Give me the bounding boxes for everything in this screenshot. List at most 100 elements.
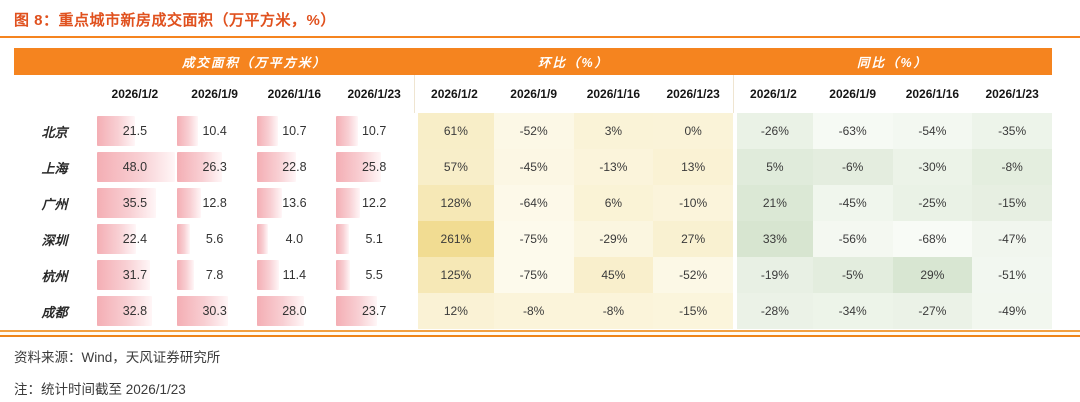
yoy-cell: -5% (812, 257, 893, 293)
area-data-bar (176, 296, 228, 326)
area-cell: 11.4 (254, 257, 335, 293)
table-row: 深圳 22.4 5.6 4.0 5.1 261% -75% -29% 27% 33% -56% -68… (14, 221, 1053, 257)
mom-cell: -10% (653, 185, 734, 221)
mom-cell: 57% (414, 149, 494, 185)
area-cell: 31.7 (95, 257, 175, 293)
area-cell: 4.0 (254, 221, 335, 257)
mom-cell: -13% (573, 149, 654, 185)
yoy-cell: -63% (812, 113, 893, 149)
area-data-bar (97, 224, 137, 254)
yoy-cell: -49% (972, 293, 1053, 329)
yoy-cell: -54% (892, 113, 973, 149)
area-data-bar (176, 116, 198, 146)
area-cell: 21.5 (95, 113, 175, 149)
yoy-cell: 21% (733, 185, 813, 221)
area-cell: 7.8 (174, 257, 255, 293)
area-data-bar (256, 224, 268, 254)
date-header: 2026/1/2 (95, 75, 175, 113)
area-cell: 23.7 (334, 293, 415, 329)
area-data-bar (176, 260, 194, 290)
area-data-bar (256, 296, 305, 326)
area-data-bar (336, 224, 350, 254)
city-label: 成都 (14, 293, 95, 329)
area-data-bar (336, 296, 378, 326)
mom-cell: -45% (493, 149, 574, 185)
date-header: 2026/1/23 (653, 75, 734, 113)
area-data-bar (97, 188, 157, 218)
area-value: 10.4 (202, 124, 227, 138)
date-header: 2026/1/2 (414, 75, 494, 113)
area-cell: 32.8 (95, 293, 175, 329)
mom-cell: -75% (493, 257, 574, 293)
area-value: 26.3 (202, 160, 227, 174)
yoy-cell: -30% (892, 149, 973, 185)
area-data-bar (336, 152, 381, 182)
yoy-cell: -34% (812, 293, 893, 329)
area-cell: 22.4 (95, 221, 175, 257)
note-line: 注：统计时间截至 2026/1/23 (14, 382, 186, 397)
area-value: 5.6 (205, 232, 224, 246)
table-row: 成都 32.8 30.3 28.0 23.7 12% -8% -8% -15% -28% -34% -… (14, 293, 1053, 329)
area-value: 10.7 (282, 124, 307, 138)
area-data-bar (97, 296, 152, 326)
area-cell: 5.1 (334, 221, 415, 257)
area-data-bar (336, 188, 360, 218)
date-header: 2026/1/23 (972, 75, 1053, 113)
area-cell: 5.6 (174, 221, 255, 257)
area-data-bar (97, 116, 135, 146)
mom-cell: -15% (653, 293, 734, 329)
area-value: 13.6 (282, 196, 307, 210)
area-value: 22.8 (282, 160, 307, 174)
title-divider (0, 36, 1080, 38)
mom-cell: -75% (493, 221, 574, 257)
yoy-cell: -19% (733, 257, 813, 293)
area-value: 25.8 (361, 160, 387, 174)
city-label: 杭州 (14, 257, 95, 293)
area-value: 12.2 (361, 196, 387, 210)
area-value: 30.3 (202, 304, 227, 318)
mom-cell: 6% (573, 185, 654, 221)
area-cell: 10.7 (334, 113, 415, 149)
area-cell: 12.8 (174, 185, 255, 221)
table-bottom-divider (0, 330, 1080, 337)
area-value: 28.0 (282, 304, 307, 318)
yoy-cell: -27% (892, 293, 973, 329)
table-row: 杭州 31.7 7.8 11.4 5.5 125% -75% 45% -52% -19% -5% 29… (14, 257, 1053, 293)
area-value: 48.0 (122, 160, 148, 174)
group-header-yoy: 同比（%） (733, 48, 1053, 75)
area-cell: 10.7 (254, 113, 335, 149)
group-header-corner (14, 48, 95, 75)
mom-cell: 125% (414, 257, 494, 293)
area-cell: 35.5 (95, 185, 175, 221)
yoy-cell: 29% (892, 257, 973, 293)
area-data-bar (97, 152, 176, 182)
area-value: 22.4 (122, 232, 148, 246)
yoy-cell: -8% (972, 149, 1053, 185)
table-row: 广州 35.5 12.8 13.6 12.2 128% -64% 6% -10% 21% -45% -… (14, 185, 1053, 221)
yoy-cell: 5% (733, 149, 813, 185)
area-cell: 22.8 (254, 149, 335, 185)
mom-cell: 261% (414, 221, 494, 257)
city-label: 广州 (14, 185, 95, 221)
area-value: 11.4 (282, 268, 307, 282)
area-cell: 5.5 (334, 257, 415, 293)
area-data-bar (336, 260, 350, 290)
yoy-cell: -28% (733, 293, 813, 329)
area-data-bar (256, 116, 278, 146)
area-cell: 30.3 (174, 293, 255, 329)
yoy-cell: -15% (972, 185, 1053, 221)
data-table: 成交面积（万平方米） 环比（%） 同比（%） 2026/1/2 2026/1/9 2… (14, 48, 1053, 329)
mom-cell: -29% (573, 221, 654, 257)
table-row: 北京 21.5 10.4 10.7 10.7 61% -52% 3% 0% -26% -63% -54… (14, 113, 1053, 149)
yoy-cell: -45% (812, 185, 893, 221)
date-header: 2026/1/16 (573, 75, 654, 113)
area-cell: 10.4 (174, 113, 255, 149)
area-value: 4.0 (285, 232, 304, 246)
date-header: 2026/1/9 (493, 75, 574, 113)
yoy-cell: -68% (892, 221, 973, 257)
area-value: 7.8 (205, 268, 224, 282)
area-value: 21.5 (122, 124, 148, 138)
mom-cell: -52% (653, 257, 734, 293)
area-cell: 12.2 (334, 185, 415, 221)
area-value: 10.7 (361, 124, 387, 138)
